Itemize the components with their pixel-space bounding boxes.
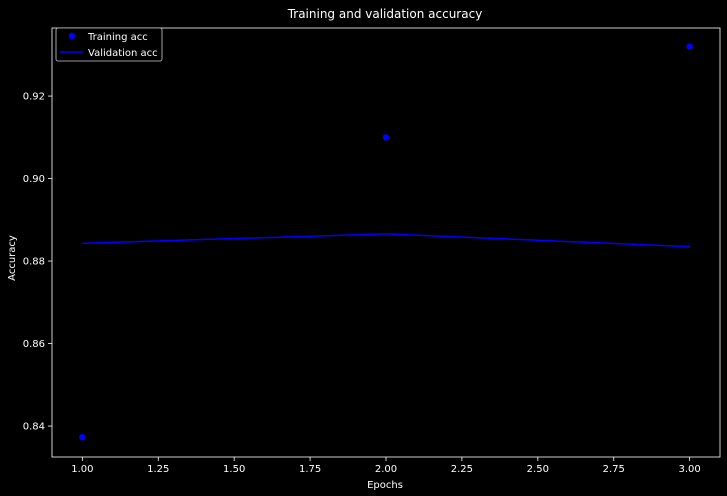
x-tick-label: 2.75 (603, 464, 625, 475)
x-tick-label: 2.00 (375, 464, 397, 475)
validation-acc-line (82, 233, 690, 248)
y-tick-label: 0.92 (23, 92, 45, 103)
training-acc-point (79, 434, 86, 441)
y-tick-label: 0.88 (23, 257, 45, 268)
x-tick-label: 2.50 (527, 464, 549, 475)
y-tick-label: 0.90 (23, 174, 45, 185)
x-tick-label: 1.50 (223, 464, 245, 475)
legend-marker-training (68, 32, 76, 40)
y-axis-label: Accuracy (7, 235, 18, 281)
y-tick-label: 0.86 (23, 339, 45, 350)
legend-label-training: Training acc (87, 32, 148, 43)
x-axis-label: Epochs (367, 480, 403, 491)
legend: Training acc Validation acc (55, 27, 163, 62)
training-acc-point (382, 134, 390, 141)
x-tick-label: 1.25 (147, 464, 169, 475)
x-axis: 1.00 1.25 1.50 1.75 2.00 2.25 2.50 2.75 3.00 (71, 457, 701, 475)
legend-label-validation: Validation acc (88, 48, 158, 59)
x-tick-label: 1.75 (299, 464, 321, 475)
x-tick-label: 2.25 (451, 464, 473, 475)
x-tick-label: 1.00 (71, 464, 93, 475)
series-layer (79, 43, 693, 441)
x-tick-label: 3.00 (679, 464, 701, 475)
training-acc-point (686, 43, 693, 50)
y-axis: 0.84 0.86 0.88 0.90 0.92 (23, 92, 52, 433)
y-tick-label: 0.84 (23, 422, 45, 433)
chart-title: Training and validation accuracy (287, 7, 483, 21)
